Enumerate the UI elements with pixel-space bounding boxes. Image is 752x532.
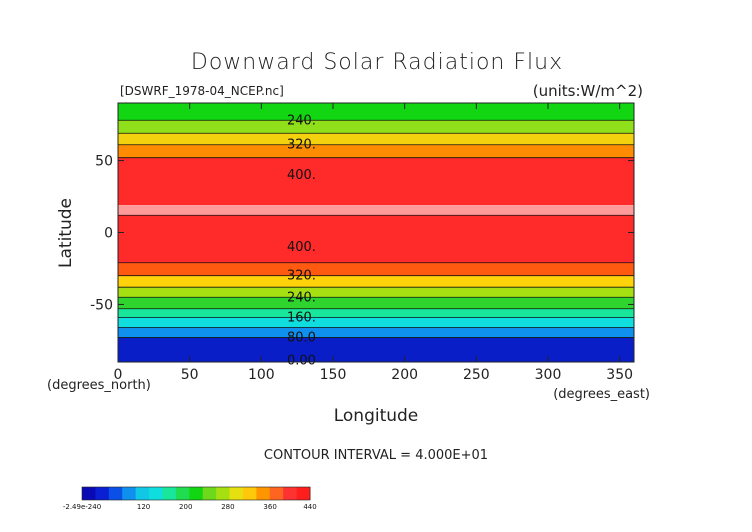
contour-label: 400. xyxy=(287,168,316,183)
heatmap-band xyxy=(118,262,634,276)
colorbar-tick-label: 200 xyxy=(179,503,192,511)
colorbar-swatch xyxy=(95,487,110,500)
heatmap-bands xyxy=(118,103,634,362)
colorbar-swatch xyxy=(175,487,190,500)
contour-interval: CONTOUR INTERVAL = 4.000E+01 xyxy=(264,448,488,463)
contour-label: 80.0 xyxy=(287,331,316,346)
colorbar-tick-label: 360 xyxy=(263,503,276,511)
contour-labels: 240. 320. 400. 400. 320. 240. 160. 80.0 0.00 xyxy=(287,113,316,368)
heatmap-band xyxy=(118,297,634,309)
colorbar-swatch xyxy=(269,487,284,500)
heatmap-band xyxy=(118,103,634,121)
y-axis-ticks: 50 0 -50 xyxy=(90,154,634,313)
colorbar-tick-label: 120 xyxy=(137,503,150,511)
x-axis-ticks: 0 50 100 150 200 250 300 350 xyxy=(114,103,633,383)
chart-title: Downward Solar Radiation Flux xyxy=(191,50,563,75)
heatmap-band xyxy=(118,337,634,362)
x-tick-label: 250 xyxy=(463,367,490,383)
heatmap-band xyxy=(118,120,634,134)
x-tick-label: 50 xyxy=(181,367,199,383)
heatmap-band xyxy=(118,133,634,145)
heatmap-band xyxy=(118,275,634,288)
heatmap-band xyxy=(118,157,634,206)
contour-lines xyxy=(118,119,634,338)
colorbar xyxy=(81,486,311,501)
y-unit-label: (degrees_north) xyxy=(47,378,151,393)
contour-label: 0.00 xyxy=(287,354,316,369)
contour-label: 400. xyxy=(287,240,316,255)
x-unit-label: (degrees_east) xyxy=(553,387,650,402)
colorbar-swatch xyxy=(122,487,137,500)
colorbar-ticks: -2.49e-240 120 200 280 360 440 xyxy=(63,503,317,511)
colorbar-swatch xyxy=(162,487,177,500)
colorbar-swatch xyxy=(296,487,311,500)
colorbar-swatch xyxy=(256,487,271,500)
colorbar-swatch xyxy=(82,487,96,500)
colorbar-swatch xyxy=(216,487,231,500)
contour-label: 240. xyxy=(287,290,316,305)
x-axis-label: Longitude xyxy=(334,406,419,426)
heatmap-band xyxy=(118,287,634,298)
heatmap-band xyxy=(118,205,634,216)
y-tick-label: -50 xyxy=(90,297,113,313)
units-label: (units:W/m^2) xyxy=(533,82,643,100)
x-tick-label: 100 xyxy=(248,367,275,383)
y-axis-label: Latitude xyxy=(56,198,76,268)
heatmap-band xyxy=(118,215,634,263)
colorbar-swatch xyxy=(189,487,204,500)
heatmap-band xyxy=(118,327,634,338)
colorbar-swatch xyxy=(242,487,257,500)
heatmap-band xyxy=(118,317,634,328)
colorbar-swatch xyxy=(202,487,217,500)
contour-label: 320. xyxy=(287,138,316,153)
heatmap-band xyxy=(118,308,634,318)
colorbar-swatch xyxy=(283,487,298,500)
x-tick-label: 0 xyxy=(114,367,123,383)
contour-label: 320. xyxy=(287,269,316,284)
colorbar-swatch xyxy=(149,487,163,500)
colorbar-tick-label: 440 xyxy=(303,503,316,511)
x-tick-label: 200 xyxy=(391,367,418,383)
colorbar-swatch xyxy=(135,487,150,500)
y-tick-label: 50 xyxy=(95,154,113,170)
colorbar-frame xyxy=(81,486,311,501)
x-tick-label: 150 xyxy=(320,367,347,383)
colorbar-tick-label: 280 xyxy=(221,503,234,511)
contour-label: 160. xyxy=(287,310,316,325)
colorbar-tick-label: -2.49e-240 xyxy=(63,503,101,511)
file-label: [DSWRF_1978-04_NCEP.nc] xyxy=(120,84,284,98)
heatmap-band xyxy=(118,144,634,158)
x-tick-label: 350 xyxy=(606,367,633,383)
colorbar-swatch xyxy=(229,487,244,500)
x-tick-label: 300 xyxy=(535,367,562,383)
y-tick-label: 0 xyxy=(104,226,113,242)
colorbar-swatch xyxy=(108,487,123,500)
contour-label: 240. xyxy=(287,113,316,128)
